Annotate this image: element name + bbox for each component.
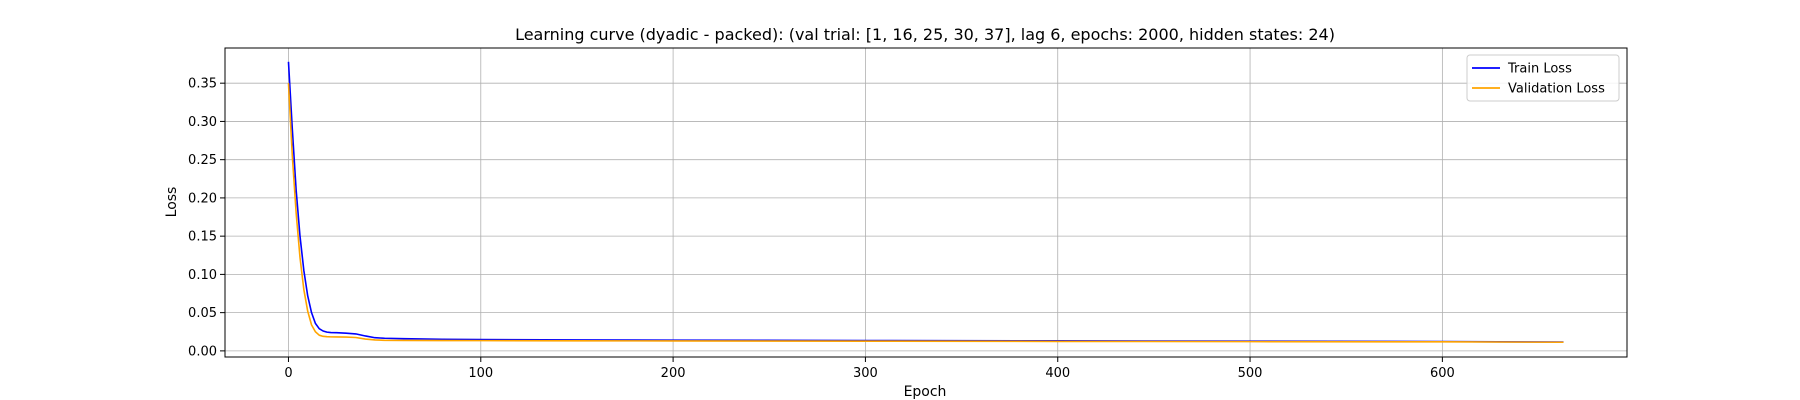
x-tick-label: 500 <box>1238 366 1263 381</box>
plot-frame <box>224 47 1628 358</box>
legend-box <box>1466 54 1620 102</box>
y-axis-label: Loss <box>164 187 180 218</box>
y-tick-label: 0.10 <box>188 268 217 283</box>
x-tick-label: 300 <box>853 366 878 381</box>
series-lines <box>287 61 1564 344</box>
y-tick-label: 0.20 <box>188 191 217 206</box>
y-tick-label: 0.30 <box>188 115 217 130</box>
y-tick-label: 0.25 <box>188 153 217 168</box>
legend: Train Loss Validation Loss <box>1466 54 1620 102</box>
x-axis-label: Epoch <box>904 384 947 400</box>
x-tick-label: 600 <box>1430 366 1455 381</box>
legend-label: Validation Loss <box>1508 82 1605 97</box>
x-tick-label: 100 <box>468 366 493 381</box>
series-line-validation-loss <box>287 83 1564 344</box>
series-line-train-loss <box>287 61 1564 343</box>
y-tick-label: 0.15 <box>188 230 217 245</box>
x-tick-label: 200 <box>661 366 686 381</box>
grid-lines <box>225 48 1627 357</box>
y-tick-label: 0.05 <box>188 306 217 321</box>
y-tick-label: 0.35 <box>188 77 217 92</box>
y-tick-label: 0.00 <box>188 344 217 359</box>
y-axis-ticks: 0.00 0.05 0.10 0.15 0.20 0.25 0.30 0.35 <box>188 77 225 359</box>
legend-label: Train Loss <box>1507 62 1572 77</box>
chart-title: Learning curve (dyadic - packed): (val t… <box>515 25 1335 44</box>
x-tick-label: 400 <box>1045 366 1070 381</box>
x-axis-ticks: 0 100 200 300 400 500 600 <box>284 357 1455 381</box>
x-tick-label: 0 <box>284 366 292 381</box>
